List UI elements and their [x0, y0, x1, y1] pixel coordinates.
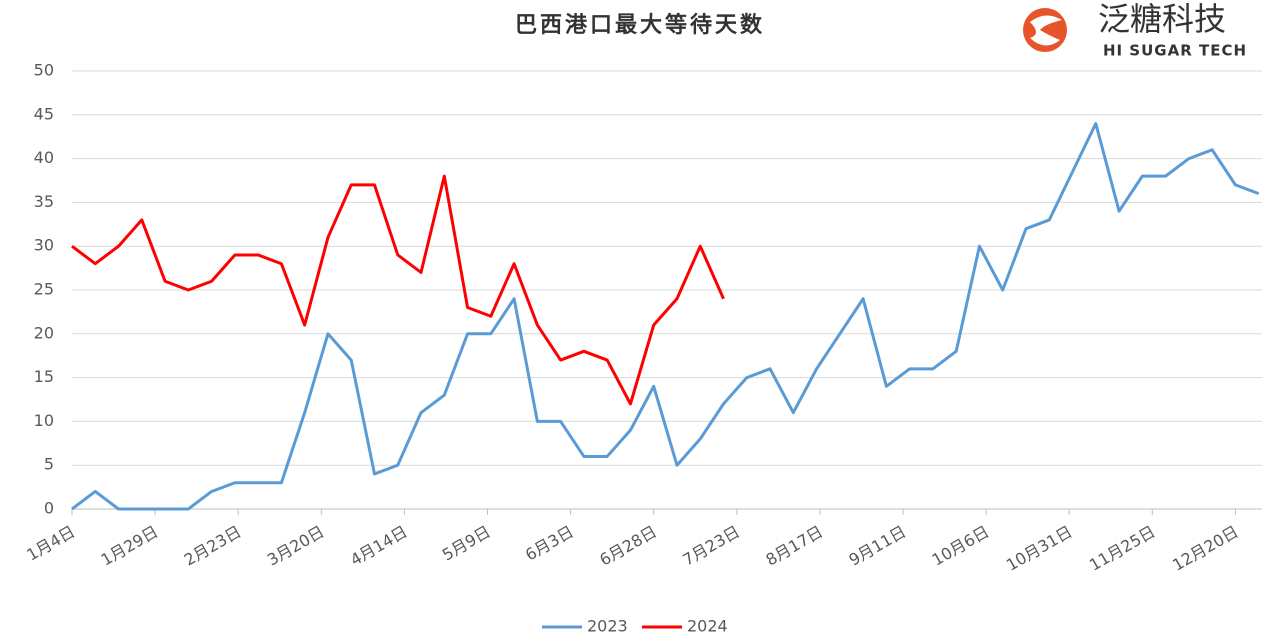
x-tick-label: 3月20日 [264, 522, 328, 570]
x-tick-label: 6月28日 [596, 522, 660, 570]
y-tick-label: 30 [34, 236, 54, 255]
logo-swirl [1030, 15, 1062, 46]
x-tick-label: 1月4日 [23, 522, 78, 565]
x-tick-label: 12月20日 [1169, 522, 1241, 575]
legend-label: 2024 [687, 617, 728, 635]
y-tick-label: 15 [34, 367, 54, 386]
y-tick-label: 20 [34, 323, 54, 342]
x-tick-label: 6月3日 [522, 522, 577, 565]
y-tick-label: 25 [34, 280, 54, 299]
logo: 泛糖科技 HI SUGAR TECH [1023, 0, 1247, 60]
legend-label: 2023 [587, 617, 628, 635]
x-tick-label: 10月31日 [1003, 522, 1075, 575]
x-tick-label: 11月25日 [1086, 522, 1158, 575]
y-tick-label: 0 [44, 499, 54, 518]
x-tick-label: 4月14日 [347, 522, 411, 570]
chart-title: 巴西港口最大等待天数 [515, 12, 765, 38]
y-tick-label: 50 [34, 61, 54, 80]
logo-subtitle: HI SUGAR TECH [1103, 42, 1247, 60]
line-series [71, 122, 1260, 511]
x-tick-label: 7月23日 [679, 522, 743, 570]
x-tick-label: 8月17日 [762, 522, 826, 570]
x-tick-label: 5月9日 [439, 522, 494, 565]
y-tick-label: 45 [34, 104, 54, 123]
x-tick-label: 9月11日 [846, 522, 910, 570]
logo-name: 泛糖科技 [1098, 0, 1226, 38]
x-tick-label: 2月23日 [181, 522, 245, 570]
y-tick-label: 35 [34, 192, 54, 211]
y-tick-label: 40 [34, 148, 54, 167]
line-series [71, 174, 725, 406]
x-tick-label: 10月6日 [929, 522, 993, 570]
y-tick-label: 5 [44, 455, 54, 474]
y-tick-label: 10 [34, 411, 54, 430]
x-tick-label: 1月29日 [98, 522, 162, 570]
